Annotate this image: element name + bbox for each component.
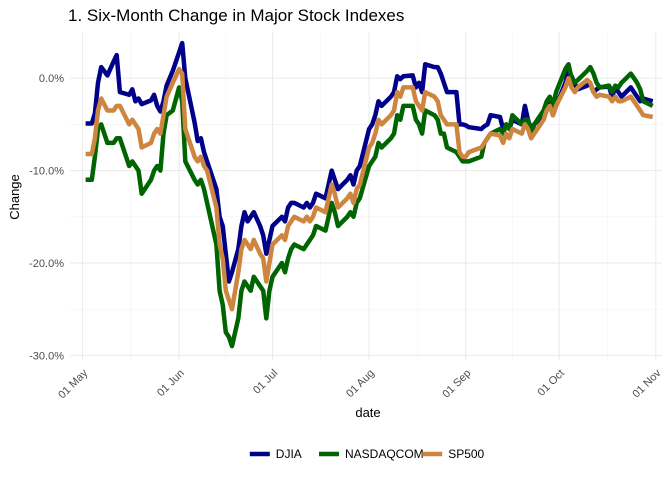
y-axis-ticks: 0.0% -10.0% -20.0% -30.0% [29,73,64,362]
series-line-sp500 [85,66,654,312]
x-tick-label: 01 Aug [344,367,377,400]
y-tick-label: 0.0% [39,73,64,85]
legend-label-sp500: SP500 [448,447,484,461]
y-axis-title: Change [7,174,22,220]
legend-label-nasdaqcom: NASDAQCOM [345,447,424,461]
x-axis-title: date [355,405,380,420]
grid-lines [70,32,662,360]
y-tick-label: -20.0% [29,258,64,270]
x-tick-label: 01 Oct [536,367,567,398]
series-lines [85,40,654,349]
x-tick-label: 01 Jul [251,367,280,396]
x-axis-ticks: 01 May 01 Jun 01 Jul 01 Aug 01 Sep 01 Oct 01 N… [56,367,664,401]
legend-label-djia: DJIA [276,447,302,461]
x-tick-label: 01 Sep [440,367,473,400]
chart-title: 1. Six-Month Change in Major Stock Index… [68,6,405,25]
x-tick-label: 01 May [56,367,90,401]
x-tick-label: 01 Nov [630,367,663,400]
x-tick-label: 01 Jun [155,367,187,399]
legend: DJIA NASDAQCOM SP500 [249,447,485,461]
series-line-nasdaqcom [85,62,654,349]
y-tick-label: -30.0% [29,350,64,362]
y-tick-label: -10.0% [29,166,64,178]
